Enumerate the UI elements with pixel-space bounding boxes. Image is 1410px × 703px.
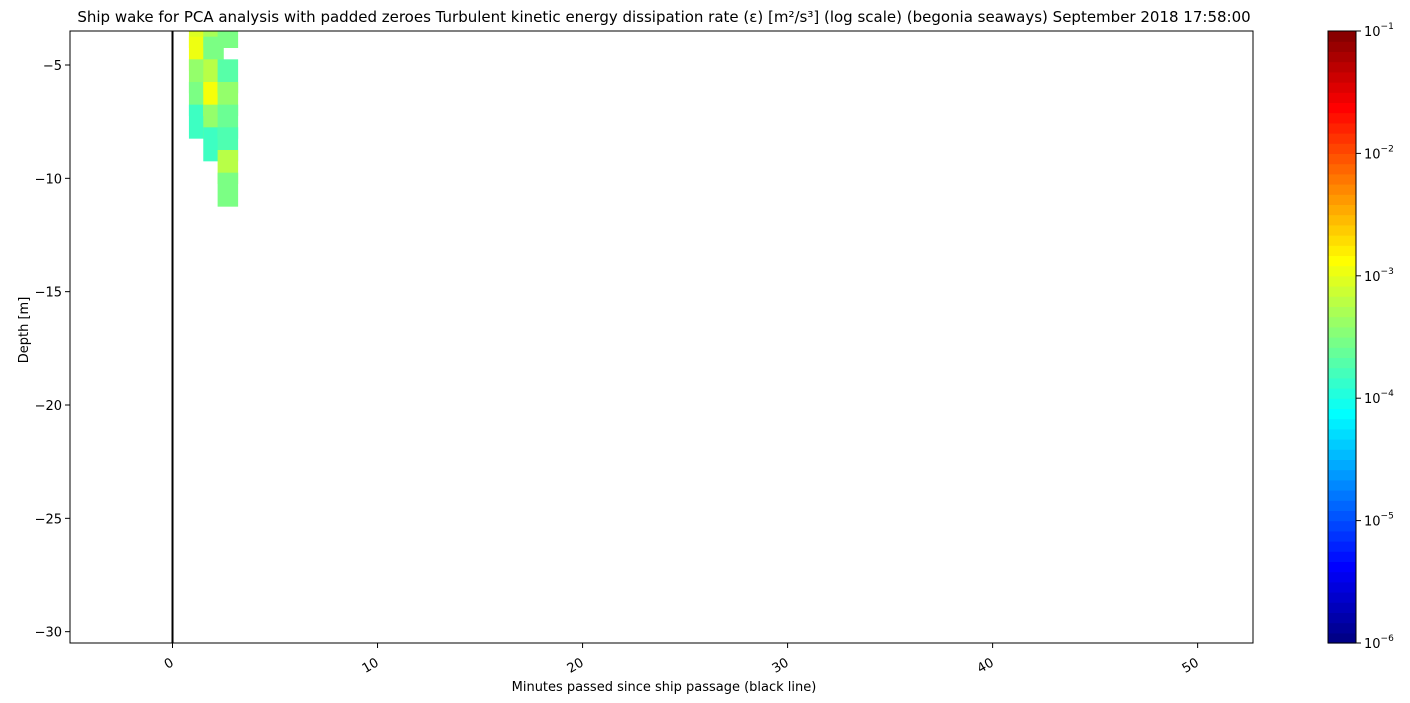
colorbar-segment	[1328, 275, 1356, 287]
x-tick-label: 40	[975, 655, 997, 676]
x-tick-label: 0	[162, 655, 177, 672]
colorbar-segment	[1328, 337, 1356, 348]
colorbar-segment	[1328, 388, 1356, 399]
colorbar-axis: 10−6 10−5 10−4 10−3 10−2 10−1	[1356, 22, 1394, 652]
colorbar-segment	[1328, 428, 1356, 440]
colorbar-segment	[1328, 51, 1356, 63]
colorbar-tick-label: 10−6	[1364, 634, 1394, 652]
colorbar-segment	[1328, 255, 1356, 267]
colorbar-segment	[1328, 173, 1356, 185]
colorbar-segment	[1328, 469, 1356, 481]
wake-cell-17	[217, 172, 239, 207]
colorbar-segment	[1328, 102, 1356, 114]
colorbar-segment	[1328, 296, 1356, 307]
colorbar-segment	[1328, 357, 1356, 369]
colorbar-segment	[1328, 265, 1356, 277]
colorbar-tick-label: 10−5	[1364, 512, 1394, 530]
colorbar-segment	[1328, 459, 1356, 471]
colorbar-segment	[1328, 490, 1356, 501]
colorbar-segment	[1328, 92, 1356, 103]
colorbar-segment	[1328, 541, 1356, 552]
x-axis: 0 10 20 30 40 50	[162, 643, 1202, 677]
colorbar-segment	[1328, 398, 1356, 409]
colorbar-segment	[1328, 245, 1356, 256]
y-axis-label: Depth [m]	[17, 297, 32, 364]
colorbar-segment	[1328, 449, 1356, 460]
colorbar-segment	[1328, 153, 1356, 165]
colorbar-segment	[1328, 286, 1356, 297]
y-tick-label: −30	[35, 626, 62, 641]
colorbar-segment	[1328, 510, 1356, 522]
colorbar-segment	[1328, 306, 1356, 318]
colorbar-tick-label: 10−1	[1364, 22, 1394, 40]
y-tick-label: −15	[35, 286, 62, 301]
colorbar-segment	[1328, 377, 1356, 389]
colorbar-segment	[1328, 581, 1356, 593]
colorbar-segment	[1328, 184, 1356, 195]
colorbar-segment	[1328, 551, 1356, 562]
y-axis: −5 −10 −15 −20 −25 −30	[35, 59, 70, 641]
colorbar-segment	[1328, 571, 1356, 583]
colorbar-tick-label: 10−2	[1364, 144, 1394, 162]
y-tick-label: −10	[35, 172, 62, 187]
colorbar-segment	[1328, 41, 1356, 52]
x-tick-label: 10	[360, 655, 382, 676]
colorbar-segment	[1328, 439, 1356, 450]
y-tick-label: −5	[43, 59, 62, 74]
colorbar-segment	[1328, 235, 1356, 246]
colorbar-segment	[1328, 316, 1356, 328]
x-tick-label: 30	[770, 655, 792, 676]
plot-area	[70, 31, 1253, 643]
colorbar-segment	[1328, 61, 1356, 73]
y-tick-label: −25	[35, 512, 62, 527]
colorbar-segment	[1328, 112, 1356, 124]
wake-cell-11	[217, 31, 239, 48]
colorbar-segment	[1328, 592, 1356, 603]
colorbar-segment	[1328, 214, 1356, 226]
colorbar	[1327, 30, 1357, 644]
colorbar-tick-label: 10−3	[1364, 267, 1394, 285]
colorbar-segment	[1328, 163, 1356, 175]
x-axis-label: Minutes passed since ship passage (black…	[512, 680, 817, 695]
colorbar-segment	[1328, 418, 1356, 430]
wake-contour	[188, 31, 239, 207]
colorbar-segment	[1328, 612, 1356, 624]
colorbar-frame	[1327, 30, 1357, 644]
colorbar-segment	[1328, 530, 1356, 542]
colorbar-segment	[1328, 622, 1356, 634]
colorbar-segment	[1328, 31, 1356, 42]
x-tick-label: 50	[1180, 655, 1202, 676]
colorbar-segment	[1328, 204, 1356, 216]
colorbar-segment	[1328, 367, 1356, 379]
colorbar-segment	[1328, 500, 1356, 511]
colorbar-segment	[1328, 194, 1356, 205]
colorbar-segment	[1328, 520, 1356, 532]
colorbar-segment	[1328, 143, 1356, 154]
chart-title: Ship wake for PCA analysis with padded z…	[77, 8, 1250, 26]
colorbar-segment	[1328, 632, 1356, 644]
colorbar-segment	[1328, 133, 1356, 144]
plot-frame	[69, 30, 1254, 644]
colorbar-segment	[1328, 122, 1356, 134]
y-tick-label: −20	[35, 399, 62, 414]
colorbar-segment	[1328, 408, 1356, 420]
colorbar-segment	[1328, 347, 1356, 358]
colorbar-segment	[1328, 561, 1356, 573]
colorbar-segment	[1328, 82, 1356, 93]
colorbar-tick-label: 10−4	[1364, 389, 1394, 407]
colorbar-segment	[1328, 224, 1356, 236]
colorbar-segment	[1328, 71, 1356, 83]
colorbar-segment	[1328, 479, 1356, 491]
colorbar-segment	[1328, 326, 1356, 338]
colorbar-segment	[1328, 602, 1356, 613]
x-tick-label: 20	[565, 655, 587, 676]
